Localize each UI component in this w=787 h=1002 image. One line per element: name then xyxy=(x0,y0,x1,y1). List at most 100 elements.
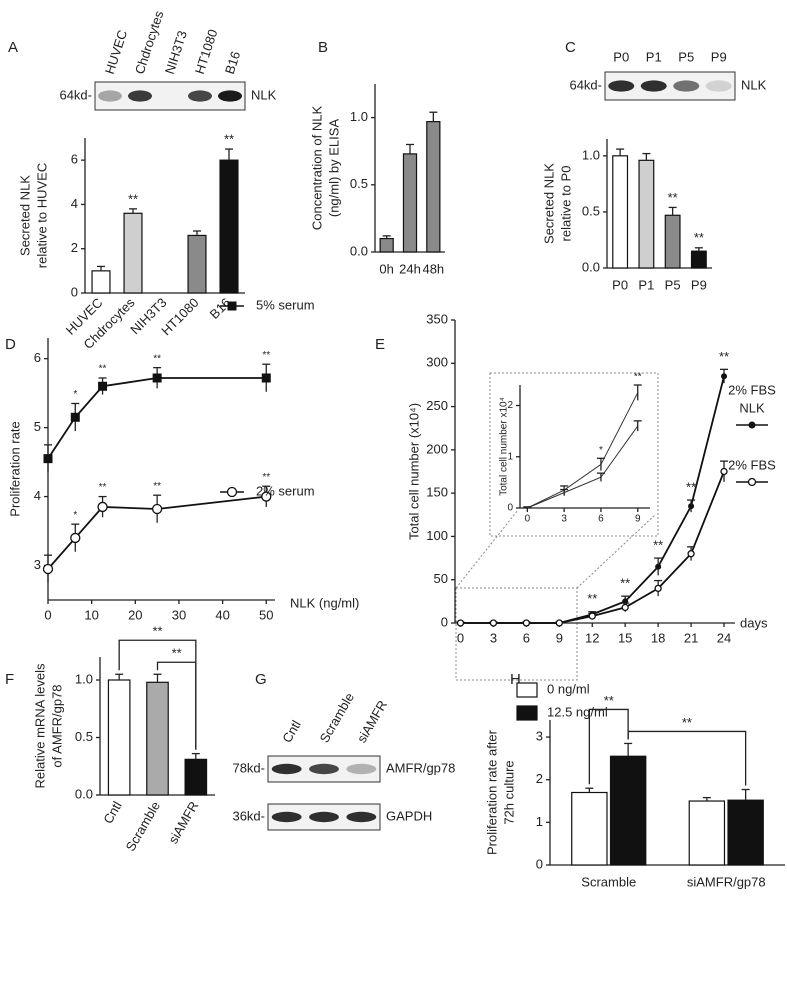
y-axis-label: Proliferation rate xyxy=(7,421,22,516)
x-axis-label: NLK (ng/ml) xyxy=(290,595,359,610)
y-tick-label: 0 xyxy=(441,614,448,629)
y-tick-label: 3 xyxy=(34,557,41,572)
size-marker: 64kd- xyxy=(59,87,92,102)
x-tick-label: 50 xyxy=(259,607,273,622)
y-tick-label: 2 xyxy=(507,400,513,411)
marker xyxy=(688,503,695,510)
significance: ** xyxy=(153,353,161,364)
x-tick-label: P0 xyxy=(612,277,628,292)
comparison-label: ** xyxy=(152,624,162,639)
comparison-label: ** xyxy=(172,646,182,661)
significance: ** xyxy=(262,472,270,483)
y-tick-label: 0.5 xyxy=(75,729,93,744)
size-marker: 64kd- xyxy=(569,77,602,92)
legend-swatch xyxy=(516,682,538,698)
y-tick-label: 6 xyxy=(71,152,78,167)
lane-label: P5 xyxy=(678,49,694,64)
panel-letter: F xyxy=(5,671,14,688)
y-tick-label: 0.5 xyxy=(582,203,600,218)
significance: * xyxy=(73,510,77,521)
y-tick-label: 1 xyxy=(507,451,513,462)
significance: ** xyxy=(719,349,729,364)
legend-label: 0 ng/ml xyxy=(547,681,590,696)
lane-label: P1 xyxy=(646,49,662,64)
y-tick-label: 0 xyxy=(71,284,78,299)
blot-band xyxy=(640,80,667,92)
y-tick-label: 0.5 xyxy=(350,176,368,191)
bar xyxy=(426,121,441,253)
lane-label: P0 xyxy=(613,49,629,64)
blot-band xyxy=(608,80,635,92)
x-tick-label: 21 xyxy=(684,630,698,645)
significance: ** xyxy=(694,230,704,245)
legend-marker xyxy=(227,301,237,311)
legend-label: 2% serum xyxy=(256,483,315,498)
lane-label: Scramble xyxy=(317,690,357,745)
bar xyxy=(187,234,207,294)
lane-label: Chdrocytes xyxy=(132,8,167,76)
comparison-bracket xyxy=(588,708,629,785)
lane-label: NIH3T3 xyxy=(162,29,190,76)
y-tick-label: 4 xyxy=(71,196,78,211)
marker xyxy=(721,373,728,380)
marker xyxy=(489,619,498,627)
x-tick-label: 24 xyxy=(717,630,731,645)
significance: ** xyxy=(153,481,161,492)
marker xyxy=(720,467,728,476)
x-tick-label: 6 xyxy=(523,630,530,645)
x-tick-label: 0 xyxy=(44,607,51,622)
x-tick-label: siAMFR xyxy=(165,799,201,847)
significance: ** xyxy=(620,576,630,591)
x-tick-label: P5 xyxy=(665,277,681,292)
comparison-label: ** xyxy=(604,693,614,708)
y-tick-label: 1 xyxy=(536,814,543,829)
significance: ** xyxy=(587,591,597,606)
x-tick-label: P1 xyxy=(638,277,654,292)
bar xyxy=(609,755,647,866)
x-tick-label: 30 xyxy=(172,607,186,622)
panel-letter: H xyxy=(510,671,521,688)
y-tick-label: 0 xyxy=(507,503,513,514)
y-tick-label: 0 xyxy=(536,856,543,871)
marker xyxy=(42,563,54,575)
blot-band xyxy=(309,763,339,775)
zoom-line xyxy=(576,514,656,589)
protein-label: NLK xyxy=(251,87,277,102)
zoom-box xyxy=(455,587,578,681)
x-tick-label: siAMFR/gp78 xyxy=(687,874,766,889)
marker xyxy=(261,373,271,383)
significance: ** xyxy=(99,482,107,493)
comparison-bracket xyxy=(156,661,197,750)
bar xyxy=(638,159,655,269)
bar xyxy=(664,214,681,269)
y-tick-label: 0.0 xyxy=(582,259,600,274)
legend-swatch xyxy=(516,705,538,721)
blot-band xyxy=(128,90,152,102)
y-tick-label: 300 xyxy=(426,355,448,370)
series-line xyxy=(527,425,639,509)
y-axis-label: of AMFR/gp78 xyxy=(49,684,64,767)
y-tick-label: 3 xyxy=(536,728,543,743)
y-axis-label: Proliferation rate after xyxy=(484,729,499,855)
bar xyxy=(219,159,239,294)
y-tick-label: 100 xyxy=(426,528,448,543)
marker xyxy=(261,491,272,502)
legend-label: NLK xyxy=(739,400,765,415)
blot-band xyxy=(346,811,377,823)
legend-marker xyxy=(748,421,756,429)
x-tick-label: 24h xyxy=(399,261,421,276)
bar xyxy=(690,250,707,269)
marker xyxy=(456,619,465,627)
bar xyxy=(184,758,208,796)
bar xyxy=(379,237,394,253)
significance: ** xyxy=(224,132,234,147)
marker xyxy=(43,454,53,464)
significance: ** xyxy=(634,372,642,383)
x-tick-label: 3 xyxy=(561,514,567,525)
y-axis-label: (ng/ml) by ELISA xyxy=(326,119,341,218)
inset-frame xyxy=(489,372,659,537)
bar xyxy=(107,679,131,796)
blot-band xyxy=(673,80,700,92)
y-axis-label: Secreted NLK xyxy=(541,163,556,244)
